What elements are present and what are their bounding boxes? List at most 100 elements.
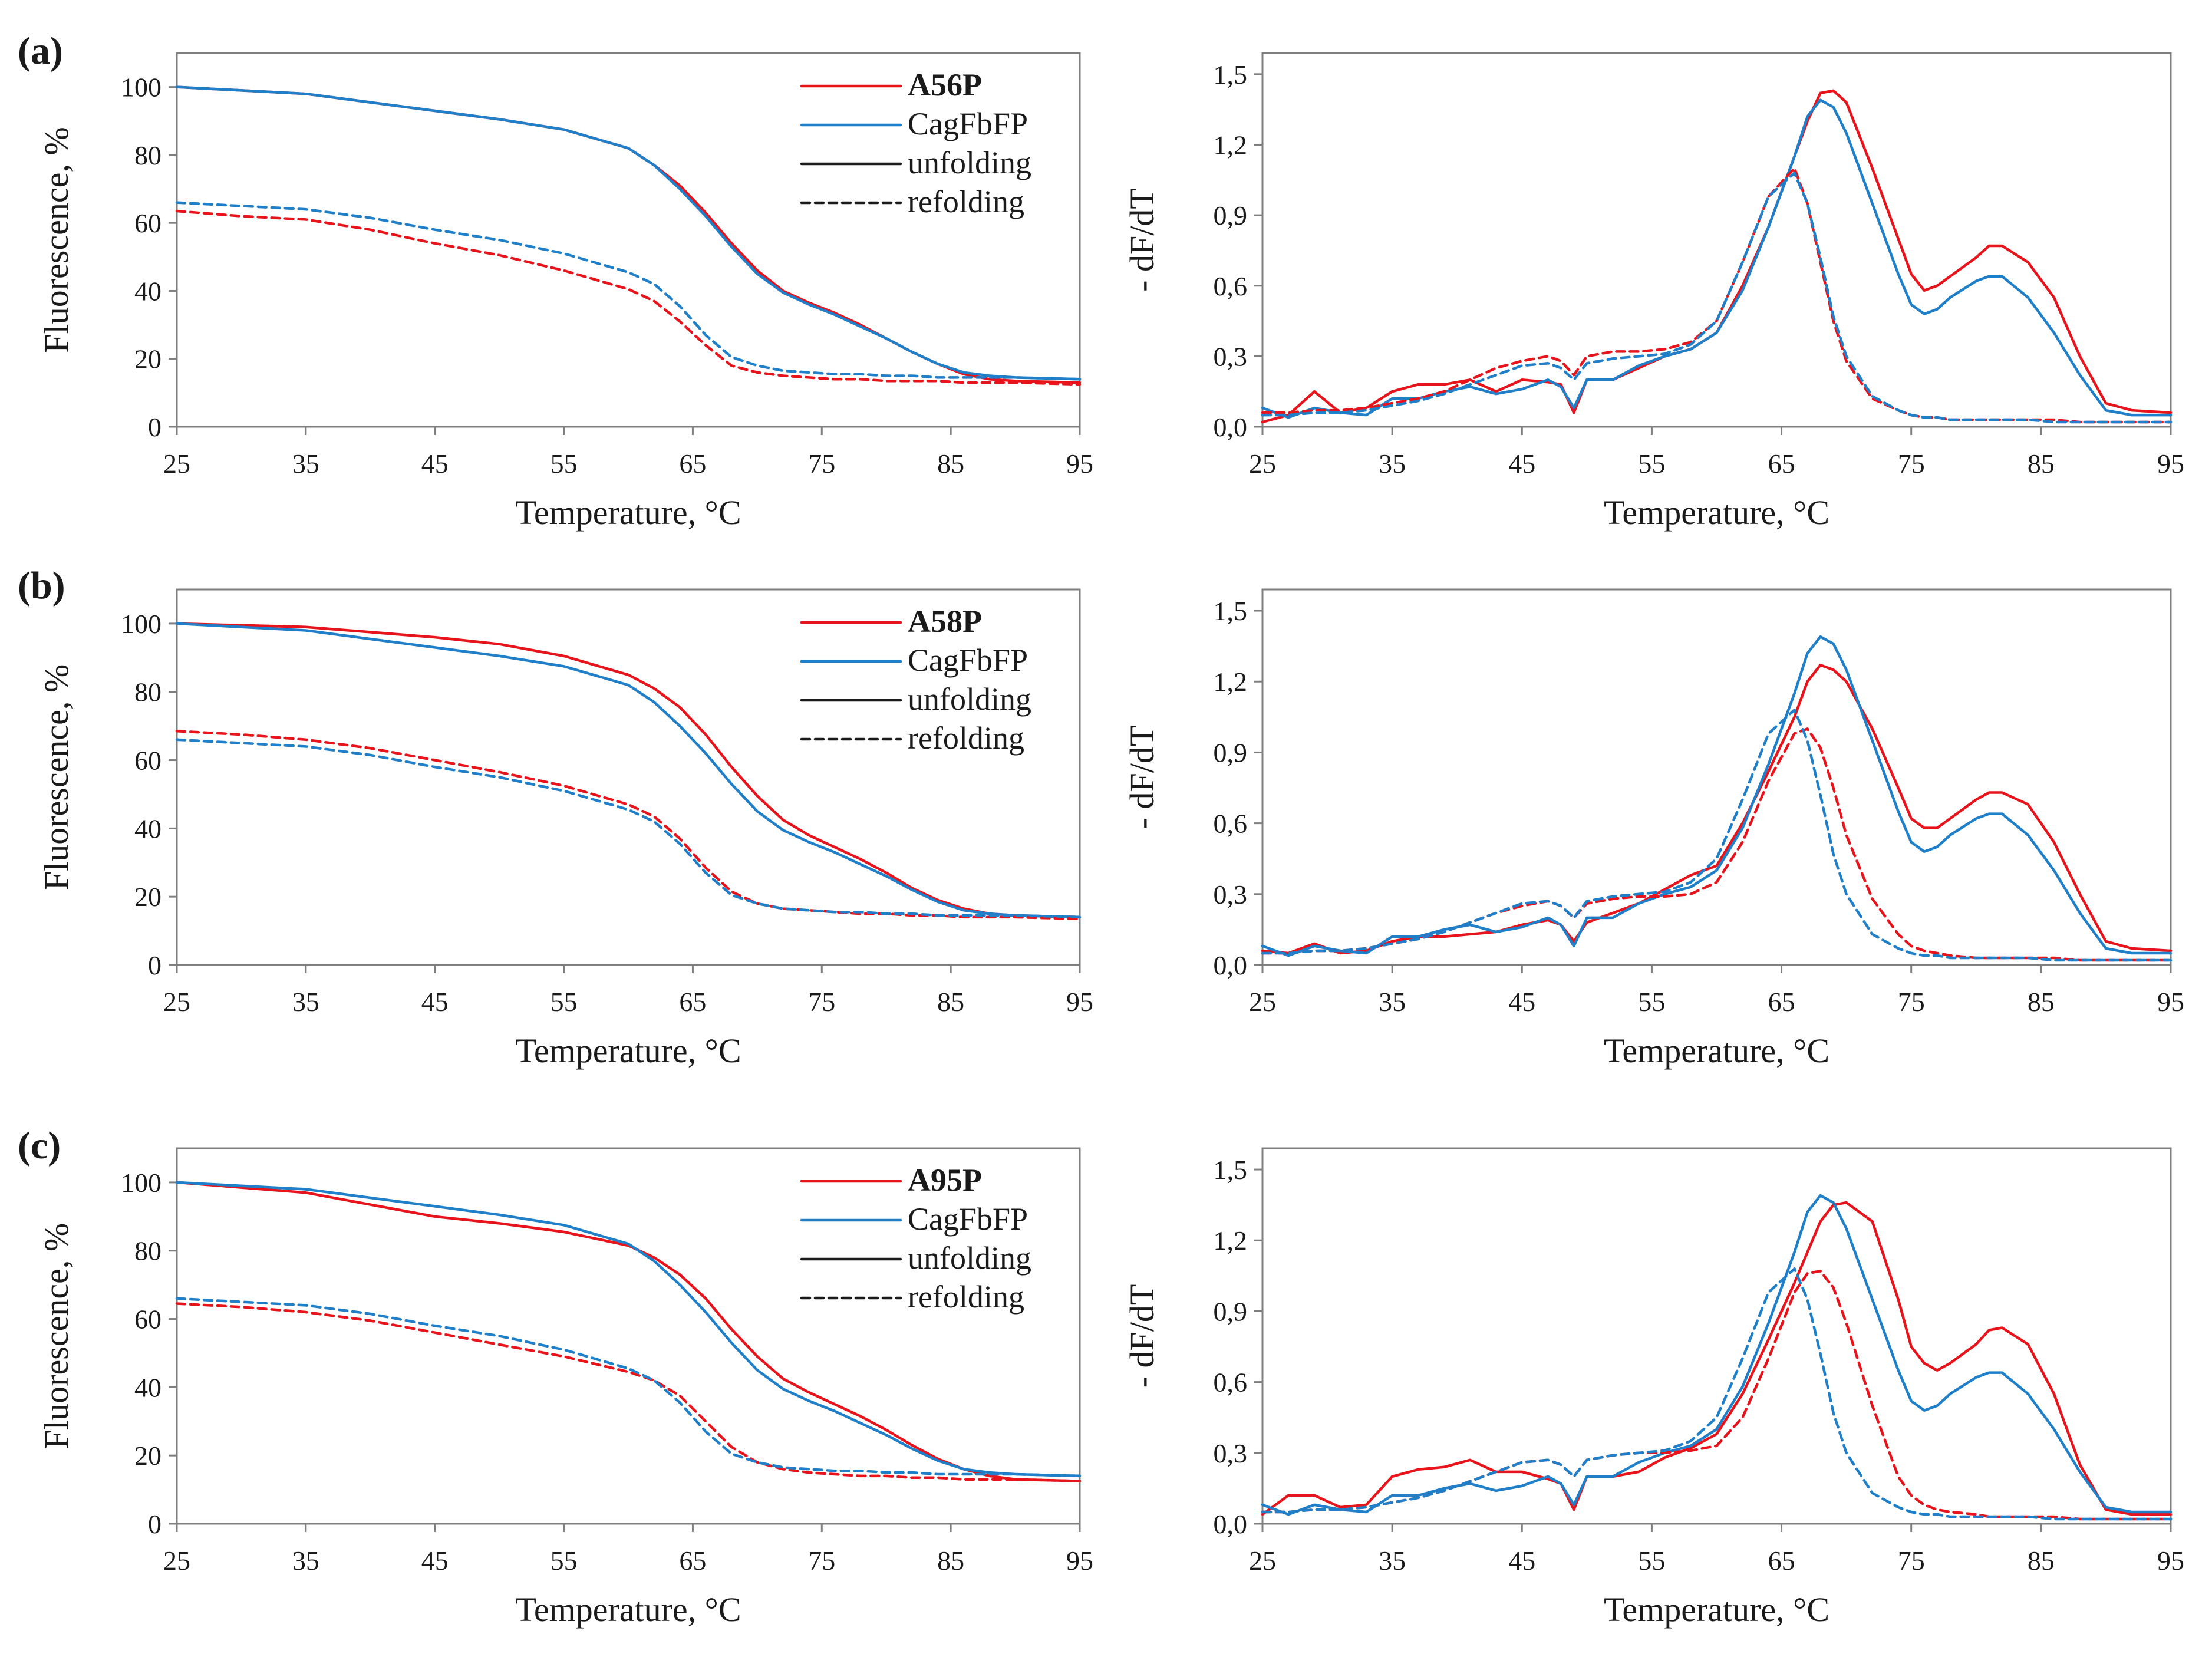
x-tick-label: 75 (1898, 987, 1925, 1017)
plot-frame (1261, 1147, 2172, 1525)
plot-frame (176, 1147, 1081, 1525)
x-tick-label: 65 (679, 987, 706, 1017)
y-tick-label: 100 (121, 609, 161, 639)
x-tick-label: 25 (1249, 1546, 1276, 1576)
panel-label: (b) (18, 564, 65, 607)
x-tick-label: 45 (421, 987, 449, 1017)
y-axis-title: Fluorescence, % (37, 664, 75, 890)
y-tick-label: 1,2 (1214, 1225, 1248, 1256)
x-tick-label: 95 (1066, 1546, 1093, 1576)
series-line-cagfbfp-unfolding (1261, 1194, 2173, 1516)
series-line-a95p-refolding (1261, 1270, 2173, 1521)
x-tick-label: 35 (1379, 449, 1406, 479)
x-tick-label: 75 (1898, 1546, 1925, 1576)
x-tick-label: 85 (2028, 987, 2055, 1017)
x-tick-label: 85 (2028, 1546, 2055, 1576)
chart-panel-b-left: 25 35 45 55 65 75 85 95 0 20 40 60 80 100 Temperature,… (18, 564, 1093, 1070)
x-axis-title: Temperature, °C (1604, 493, 1829, 532)
y-tick-label: 40 (134, 276, 161, 306)
y-tick-label: 80 (134, 140, 161, 170)
y-tick-label: 0,9 (1214, 1296, 1248, 1326)
y-tick-label: 20 (134, 882, 161, 912)
series-line-cagfbfp-refolding (175, 1297, 1082, 1478)
y-tick-label: 0 (148, 412, 161, 442)
x-tick-label: 35 (292, 449, 319, 479)
y-tick-label: 20 (134, 344, 161, 374)
x-tick-label: 45 (1508, 987, 1535, 1017)
x-tick-label: 85 (2028, 449, 2055, 479)
x-tick-label: 65 (679, 449, 706, 479)
series-line-a95p-unfolding (175, 1181, 1082, 1482)
y-tick-label: 0 (148, 1509, 161, 1539)
x-tick-label: 95 (2157, 449, 2184, 479)
x-tick-label: 55 (550, 987, 578, 1017)
series-line-cagfbfp-refolding (175, 201, 1082, 381)
x-axis-title: Temperature, °C (515, 1032, 741, 1070)
legend-label: CagFbFP (908, 106, 1028, 141)
x-tick-label: 85 (937, 987, 964, 1017)
series-line-a58p-unfolding (1261, 663, 2173, 955)
x-tick-label: 65 (1768, 449, 1795, 479)
legend-label: A56P (908, 67, 982, 103)
series-line-a95p-unfolding (1261, 1201, 2173, 1516)
x-tick-label: 55 (550, 1546, 578, 1576)
y-tick-label: 40 (134, 1372, 161, 1402)
x-tick-label: 25 (163, 449, 190, 479)
x-tick-label: 75 (808, 1546, 835, 1576)
y-tick-label: 1,5 (1214, 60, 1248, 90)
series-line-a58p-refolding (175, 730, 1082, 921)
chart-panel-a-right: 25 35 45 55 65 75 85 95 0,0 0,3 0,6 0,9 1,2 1,5 Temper… (1123, 52, 2184, 532)
x-tick-label: 35 (1379, 987, 1406, 1017)
chart-panel-b-right: 25 35 45 55 65 75 85 95 0,0 0,3 0,6 0,9 1,2 1,5 Temper… (1123, 588, 2184, 1070)
y-axis-title: Fluorescence, % (37, 1223, 75, 1449)
x-tick-label: 35 (1379, 1546, 1406, 1576)
y-tick-label: 60 (134, 208, 161, 238)
legend-label: refolding (908, 720, 1024, 756)
y-tick-label: 0,0 (1214, 1509, 1248, 1539)
series-line-cagfbfp-unfolding (1261, 98, 2173, 419)
x-tick-label: 55 (1638, 987, 1665, 1017)
x-tick-label: 85 (937, 1546, 964, 1576)
legend-label: A58P (908, 604, 982, 639)
plot-frame (176, 588, 1081, 966)
legend-label: unfolding (908, 681, 1031, 717)
legend-label: A95P (908, 1162, 982, 1198)
x-tick-label: 45 (421, 449, 449, 479)
series-line-cagfbfp-unfolding (1261, 635, 2173, 957)
x-tick-label: 45 (1508, 1546, 1535, 1576)
y-tick-label: 100 (121, 73, 161, 103)
y-tick-label: 0,9 (1214, 200, 1248, 230)
y-tick-label: 0 (148, 950, 161, 980)
x-axis-title: Temperature, °C (1604, 1590, 1829, 1629)
plot-frame (1261, 588, 2172, 966)
x-tick-label: 95 (1066, 987, 1093, 1017)
y-tick-label: 1,5 (1214, 1155, 1248, 1185)
legend-label: refolding (908, 184, 1024, 219)
plot-frame (1261, 52, 2172, 428)
x-axis-title: Temperature, °C (515, 1590, 741, 1629)
x-tick-label: 75 (808, 449, 835, 479)
y-tick-label: 100 (121, 1168, 161, 1198)
y-axis-title: - dF/dT (1123, 1284, 1161, 1388)
x-tick-label: 45 (1508, 449, 1535, 479)
legend-label: refolding (908, 1279, 1024, 1315)
x-axis-title: Temperature, °C (515, 493, 741, 532)
x-tick-label: 65 (679, 1546, 706, 1576)
x-tick-label: 75 (1898, 449, 1925, 479)
legend-label: unfolding (908, 145, 1031, 180)
y-tick-label: 0,6 (1214, 271, 1248, 301)
y-tick-label: 0,3 (1214, 879, 1248, 910)
y-tick-label: 0,6 (1214, 1368, 1248, 1398)
x-tick-label: 55 (1638, 1546, 1665, 1576)
panel-label: (c) (18, 1124, 61, 1167)
y-tick-label: 0,9 (1214, 737, 1248, 767)
series-line-cagfbfp-refolding (1261, 709, 2173, 962)
y-tick-label: 0,3 (1214, 1438, 1248, 1468)
series-line-a56p-refolding (1261, 167, 2173, 424)
y-tick-label: 0,0 (1214, 412, 1248, 442)
legend-label: CagFbFP (908, 643, 1028, 678)
y-tick-label: 40 (134, 813, 161, 844)
y-tick-label: 60 (134, 746, 161, 776)
x-tick-label: 25 (1249, 987, 1276, 1017)
